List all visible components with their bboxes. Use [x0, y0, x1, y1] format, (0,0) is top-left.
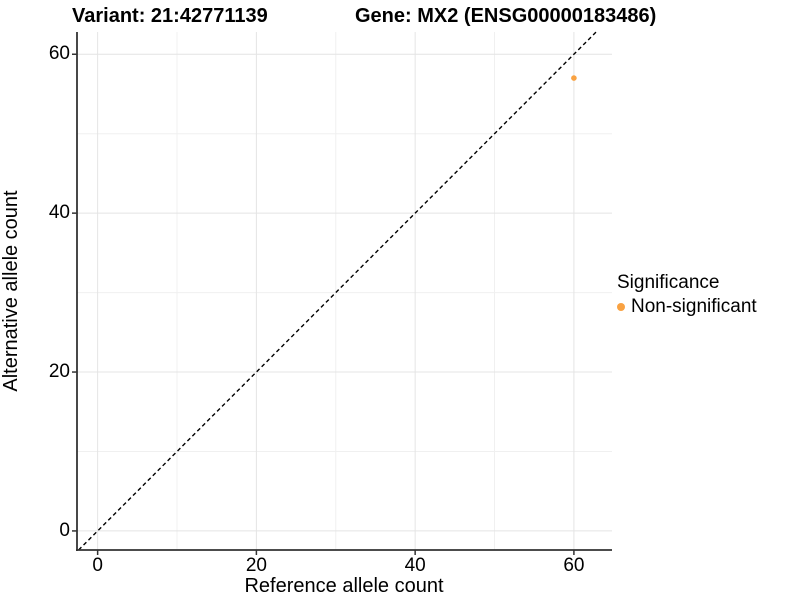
data-point [571, 75, 577, 81]
identity-line [78, 31, 597, 551]
x-tick-label: 40 [404, 555, 426, 576]
y-axis-label: Alternative allele count [0, 190, 22, 392]
x-tick-label: 20 [245, 555, 267, 576]
plot-title-variant: Variant: 21:42771139 [72, 5, 268, 27]
y-tick-label: 40 [48, 202, 70, 224]
legend-point-icon [617, 303, 625, 311]
legend-item: Non-significant [617, 296, 757, 318]
y-tick-label: 20 [48, 361, 70, 383]
y-tick-label: 0 [59, 519, 70, 541]
x-tick-label: 60 [563, 555, 585, 576]
legend: Significance Non-significant [617, 272, 757, 318]
legend-item-label: Non-significant [631, 296, 757, 317]
y-tick-label: 60 [48, 43, 70, 65]
plot-title-gene: Gene: MX2 (ENSG00000183486) [355, 5, 657, 27]
legend-title: Significance [617, 272, 720, 293]
x-axis-label: Reference allele count [244, 575, 444, 597]
x-tick-label: 0 [92, 555, 103, 576]
